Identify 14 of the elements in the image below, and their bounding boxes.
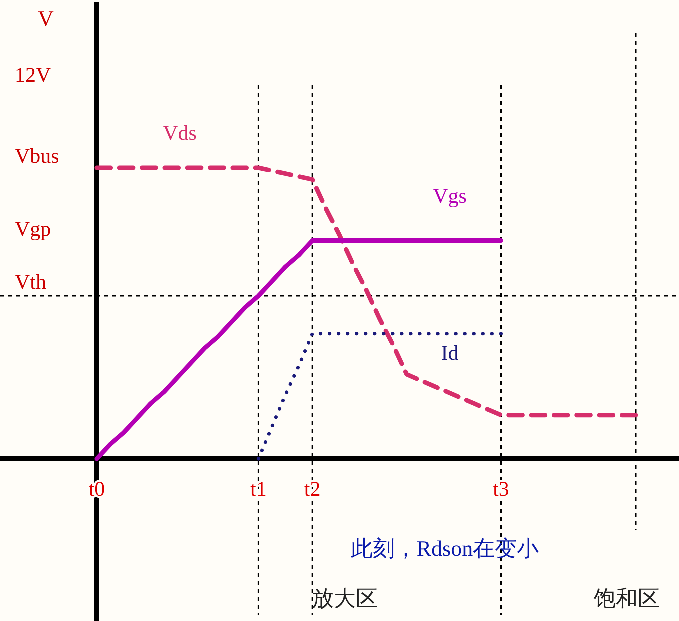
x-tick-label: t1 <box>250 477 267 501</box>
text: 饱和区 <box>593 586 660 611</box>
ref-line-label: Vth <box>15 270 47 294</box>
text: 12V <box>15 63 52 87</box>
series-label: Vgs <box>433 184 467 208</box>
series-label: Vds <box>163 121 197 145</box>
text: Vgp <box>15 217 52 241</box>
x-tick-label: t3 <box>493 477 510 501</box>
x-tick-label: t2 <box>304 477 321 501</box>
text: 此刻，Rdson在变小 <box>350 536 540 561</box>
text: Vbus <box>15 144 60 168</box>
text: V <box>38 6 54 31</box>
series-label: Id <box>441 341 460 365</box>
text: 放大区 <box>312 586 378 611</box>
